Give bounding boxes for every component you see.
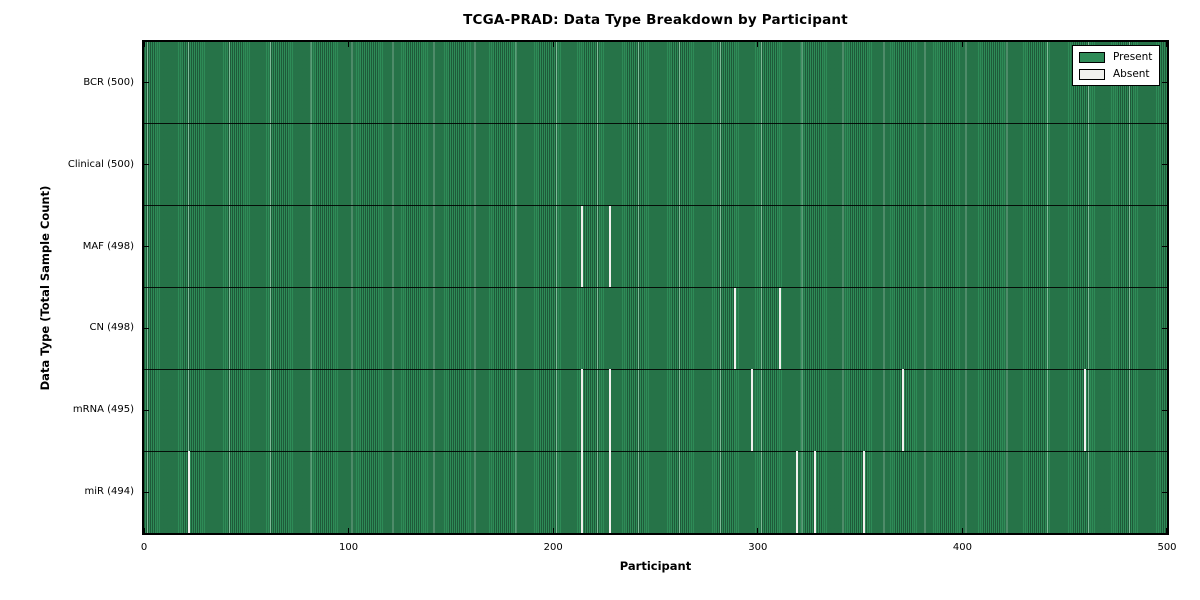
absent-marker bbox=[795, 451, 798, 533]
x-tick-label: 500 bbox=[1157, 542, 1177, 553]
y-tick-label: BCR (500) bbox=[83, 76, 134, 88]
x-axis-label: Participant bbox=[619, 559, 692, 573]
legend-entry-absent: Absent bbox=[1079, 68, 1152, 80]
y-axis-tick bbox=[1162, 164, 1167, 166]
y-tick-label: mRNA (495) bbox=[72, 404, 134, 416]
absent-marker bbox=[580, 451, 583, 533]
x-tick-label: 100 bbox=[339, 542, 359, 553]
y-axis-tick bbox=[144, 491, 149, 493]
absent-marker bbox=[814, 451, 817, 533]
legend-label-absent: Absent bbox=[1113, 68, 1150, 80]
absent-marker bbox=[188, 451, 190, 533]
y-tick-label: CN (498) bbox=[89, 322, 134, 334]
x-axis-tick bbox=[961, 528, 963, 533]
x-axis-tick bbox=[757, 528, 759, 533]
row-divider bbox=[144, 287, 1167, 288]
y-axis-tick bbox=[1162, 246, 1167, 248]
absent-marker bbox=[779, 287, 782, 370]
x-axis-tick bbox=[552, 42, 554, 47]
x-tick-label: 300 bbox=[748, 542, 768, 553]
y-axis-label: Data Type (Total Sample Count) bbox=[38, 185, 52, 391]
y-axis-tick bbox=[144, 409, 149, 411]
x-axis-tick bbox=[1166, 528, 1167, 533]
plot-area bbox=[142, 40, 1169, 535]
absent-marker bbox=[750, 369, 753, 452]
y-axis-tick bbox=[144, 82, 149, 84]
y-axis-tick bbox=[144, 164, 149, 166]
chart-title: TCGA-PRAD: Data Type Breakdown by Partic… bbox=[463, 12, 848, 28]
present-swatch-icon bbox=[1079, 51, 1105, 63]
y-axis-tick bbox=[144, 327, 149, 329]
absent-marker bbox=[1084, 369, 1087, 452]
x-axis-tick bbox=[961, 42, 963, 47]
absent-marker bbox=[902, 369, 905, 452]
x-tick-label: 0 bbox=[140, 542, 148, 553]
absent-swatch-icon bbox=[1079, 68, 1105, 80]
absent-marker bbox=[863, 451, 866, 533]
absent-marker bbox=[609, 451, 612, 533]
legend: Present Absent bbox=[1072, 45, 1161, 86]
legend-label-present: Present bbox=[1113, 51, 1153, 63]
x-tick-label: 400 bbox=[952, 542, 972, 553]
y-axis-tick bbox=[1162, 409, 1167, 411]
y-tick-label: MAF (498) bbox=[82, 240, 134, 252]
row-divider bbox=[144, 450, 1167, 452]
absent-marker bbox=[580, 369, 583, 452]
x-axis-tick bbox=[1166, 42, 1167, 47]
absent-marker bbox=[609, 369, 612, 452]
x-axis-tick bbox=[348, 528, 350, 533]
absent-marker bbox=[580, 205, 583, 288]
x-axis-tick bbox=[144, 528, 145, 533]
x-axis-tick bbox=[348, 42, 350, 47]
x-axis-tick bbox=[144, 42, 145, 47]
row-divider bbox=[144, 123, 1167, 125]
y-tick-label: Clinical (500) bbox=[67, 158, 134, 170]
y-axis-tick bbox=[1162, 491, 1167, 493]
y-tick-label: miR (494) bbox=[84, 486, 134, 498]
y-axis-tick bbox=[1162, 82, 1167, 84]
y-axis-tick bbox=[144, 246, 149, 248]
x-axis-tick bbox=[757, 42, 759, 47]
x-tick-label: 200 bbox=[543, 542, 563, 553]
legend-entry-present: Present bbox=[1079, 51, 1152, 63]
row-divider bbox=[144, 205, 1167, 207]
absent-marker bbox=[609, 205, 612, 288]
y-axis-tick bbox=[1162, 327, 1167, 329]
absent-marker bbox=[734, 287, 737, 370]
x-axis-tick bbox=[552, 528, 554, 533]
row-divider bbox=[144, 368, 1167, 370]
